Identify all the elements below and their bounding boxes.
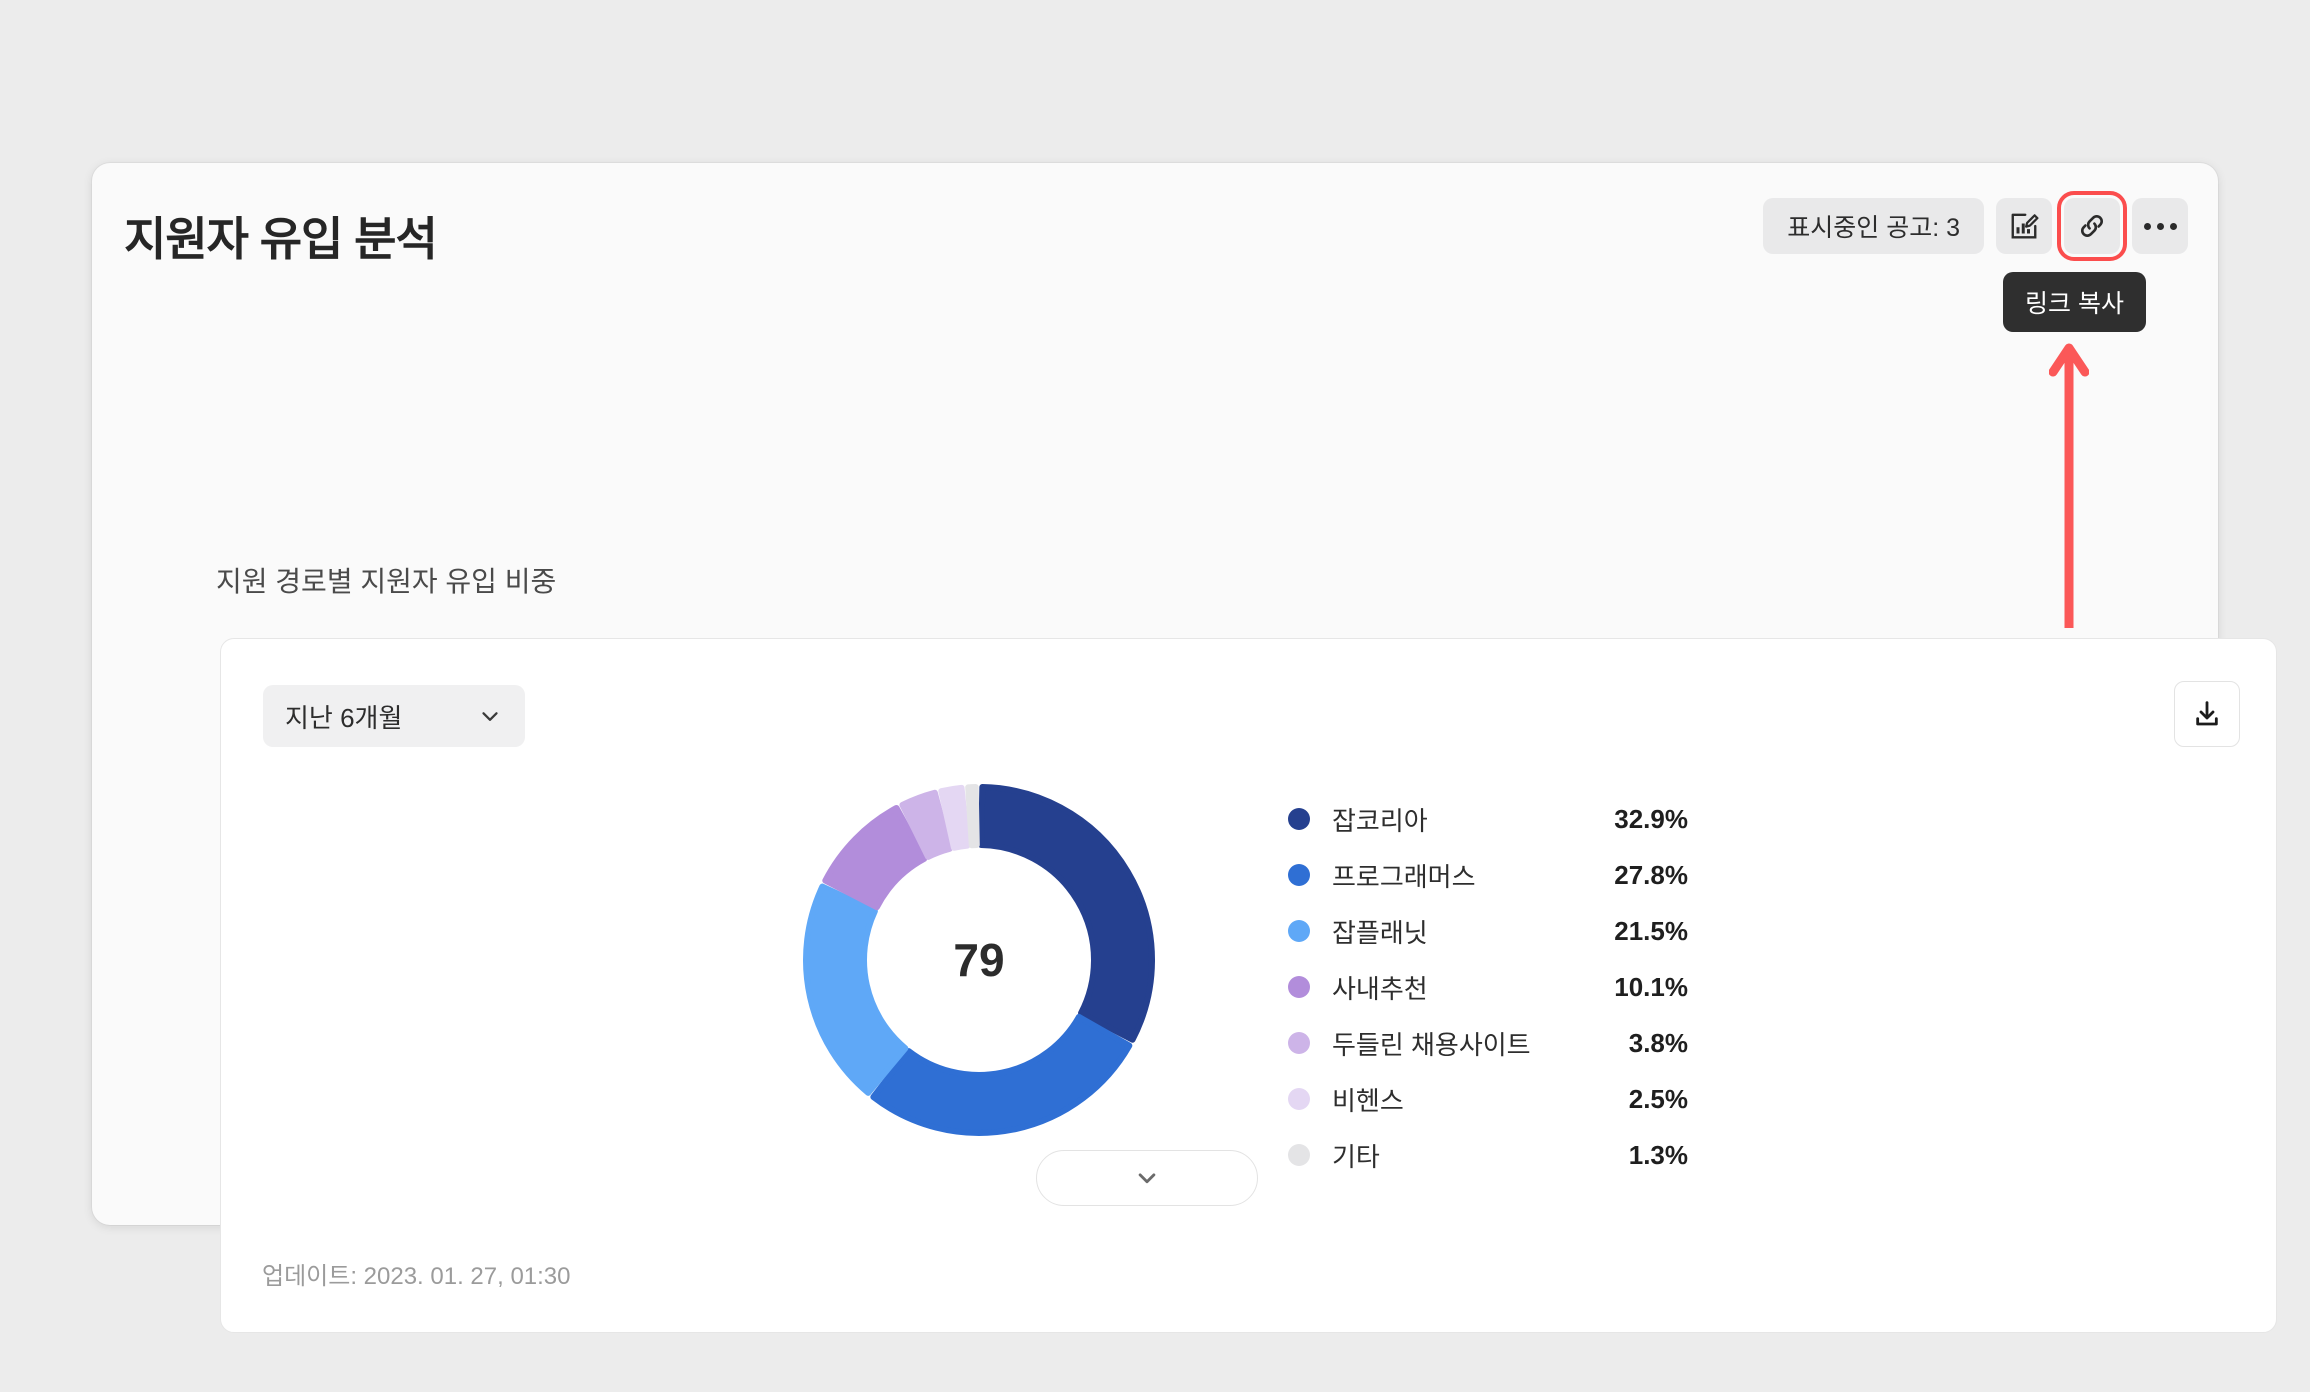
- page-title: 지원자 유입 분석: [124, 213, 438, 265]
- legend-value: 21.5%: [1614, 915, 1688, 946]
- more-options-button[interactable]: [2132, 198, 2188, 254]
- header-actions: 표시중인 공고: 3: [1763, 191, 2188, 261]
- section-subtitle: 지원 경로별 지원자 유입 비중: [216, 566, 557, 597]
- legend-color-dot: [1288, 920, 1310, 942]
- period-select[interactable]: 지난 6개월: [263, 685, 525, 747]
- chevron-down-icon: [482, 712, 498, 721]
- donut-slice[interactable]: [803, 883, 909, 1096]
- legend-value: 27.8%: [1614, 859, 1688, 890]
- donut-slice[interactable]: [822, 804, 928, 911]
- analysis-card: 지원자 유입 분석 표시중인 공고: 3: [92, 163, 2277, 1333]
- legend-color-dot: [1288, 1088, 1310, 1110]
- legend-value: 2.5%: [1628, 1083, 1688, 1114]
- legend-value: 1.3%: [1628, 1139, 1688, 1170]
- legend-item[interactable]: 비헨스 2.5%: [1288, 1071, 1688, 1127]
- copy-link-button[interactable]: [2057, 191, 2127, 261]
- chart-legend: 잡코리아 32.9% 프로그래머스 27.8% 잡플래닛 21.5% 사내추천 10.1% 두들…: [1288, 791, 1688, 1183]
- download-icon: [2196, 701, 2218, 726]
- donut-svg: [803, 784, 1155, 1136]
- legend-color-dot: [1288, 1032, 1310, 1054]
- legend-value: 10.1%: [1614, 971, 1688, 1002]
- status-badge: 표시중인 공고: 3: [1763, 198, 1984, 254]
- legend-label: 잡코리아: [1332, 805, 1428, 836]
- legend-label: 비헨스: [1332, 1085, 1404, 1116]
- chart-panel: 지난 6개월: [220, 638, 2277, 1333]
- legend-color-dot: [1288, 864, 1310, 886]
- legend-item[interactable]: 기타 1.3%: [1288, 1127, 1688, 1183]
- edit-chart-button[interactable]: [1996, 198, 2052, 254]
- legend-item[interactable]: 두들린 채용사이트 3.8%: [1288, 1015, 1688, 1071]
- legend-label: 사내추천: [1332, 973, 1428, 1004]
- legend-label: 두들린 채용사이트: [1332, 1029, 1531, 1060]
- donut-chart: 79: [794, 775, 1164, 1145]
- legend-item[interactable]: 사내추천 10.1%: [1288, 959, 1688, 1015]
- expand-panel-button[interactable]: [1036, 1150, 1258, 1206]
- period-select-value: 지난 6개월: [285, 702, 403, 733]
- legend-item[interactable]: 잡코리아 32.9%: [1288, 791, 1688, 847]
- legend-color-dot: [1288, 808, 1310, 830]
- legend-color-dot: [1288, 1144, 1310, 1166]
- legend-item[interactable]: 잡플래닛 21.5%: [1288, 903, 1688, 959]
- legend-value: 32.9%: [1614, 803, 1688, 834]
- card-header: 지원자 유입 분석 표시중인 공고: 3: [92, 163, 2218, 323]
- donut-slice[interactable]: [965, 784, 980, 849]
- download-button[interactable]: [2174, 681, 2240, 747]
- donut-slice[interactable]: [899, 789, 953, 860]
- legend-label: 잡플래닛: [1332, 917, 1428, 948]
- more-horizontal-icon: [2143, 222, 2177, 230]
- legend-label: 프로그래머스: [1332, 861, 1476, 892]
- donut-slice[interactable]: [978, 784, 1155, 1043]
- legend-value: 3.8%: [1628, 1027, 1688, 1058]
- link-icon: [2081, 215, 2103, 237]
- copy-link-tooltip: 링크 복사: [2003, 272, 2146, 332]
- last-updated-text: 업데이트: 2023. 01. 27, 01:30: [262, 1263, 571, 1290]
- donut-slice[interactable]: [938, 784, 971, 851]
- donut-slice[interactable]: [870, 1013, 1133, 1136]
- legend-color-dot: [1288, 976, 1310, 998]
- chevron-down-icon: [1138, 1173, 1156, 1184]
- legend-item[interactable]: 프로그래머스 27.8%: [1288, 847, 1688, 903]
- chart-edit-icon: [2011, 213, 2039, 239]
- legend-label: 기타: [1332, 1141, 1380, 1172]
